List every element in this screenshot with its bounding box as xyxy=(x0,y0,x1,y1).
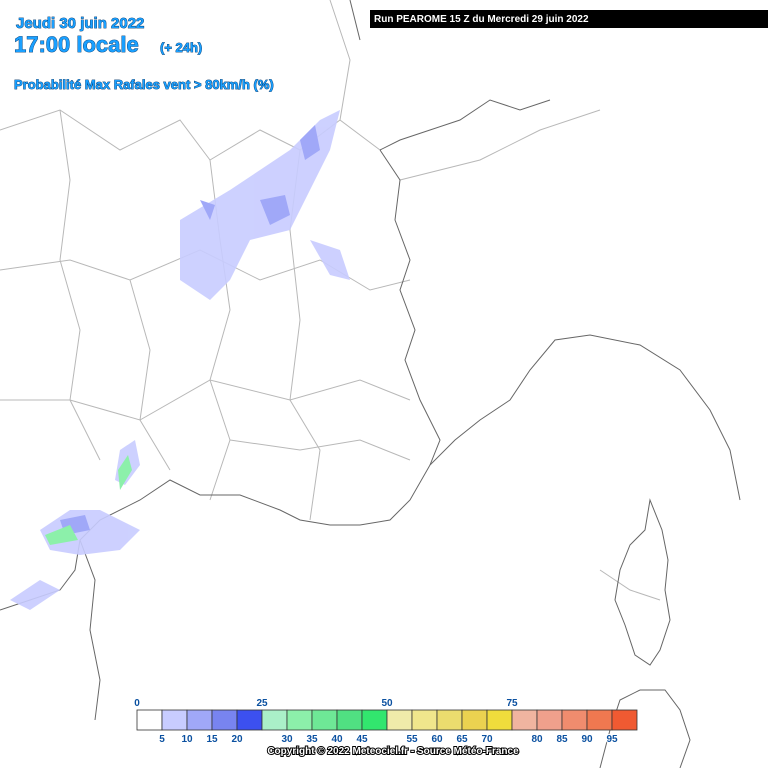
legend-swatch xyxy=(361,709,388,731)
legend-label: 50 xyxy=(381,698,393,709)
legend-label: 85 xyxy=(556,734,568,745)
legend-swatch xyxy=(611,709,638,731)
legend-label: 55 xyxy=(406,734,418,745)
legend-swatch xyxy=(186,709,213,731)
run-info: Run PEAROME 15 Z du Mercredi 29 juin 202… xyxy=(374,14,589,25)
lead-time: (+ 24h) xyxy=(160,40,202,55)
legend-swatch xyxy=(336,709,363,731)
date: Jeudi 30 juin 2022 xyxy=(16,15,144,32)
probability-green xyxy=(45,455,132,545)
legend-swatch xyxy=(436,709,463,731)
legend-label: 65 xyxy=(456,734,468,745)
legend-swatch xyxy=(136,709,163,731)
legend-swatch xyxy=(286,709,313,731)
probability-cores xyxy=(60,125,320,535)
legend-label: 60 xyxy=(431,734,443,745)
legend-label: 25 xyxy=(256,698,268,709)
legend-label: 10 xyxy=(181,734,193,745)
copyright: Copyright © 2022 Meteociel.fr - Source M… xyxy=(267,746,519,757)
legend-label: 95 xyxy=(606,734,618,745)
legend-swatch xyxy=(536,709,563,731)
legend-label: 80 xyxy=(531,734,543,745)
legend-label: 30 xyxy=(281,734,293,745)
legend-swatch xyxy=(561,709,588,731)
legend-swatch xyxy=(586,709,613,731)
legend-label: 40 xyxy=(331,734,343,745)
legend-swatch xyxy=(411,709,438,731)
legend-label: 35 xyxy=(306,734,318,745)
legend: 0 5 10 15 20 25 30 35 40 45 50 55 60 65 70 75 80 85 90 95 xyxy=(133,697,638,746)
legend-swatch xyxy=(161,709,188,731)
legend-label: 15 xyxy=(206,734,218,745)
legend-swatch xyxy=(386,709,413,731)
legend-label: 45 xyxy=(356,734,368,745)
run-banner xyxy=(370,10,768,28)
legend-swatch xyxy=(211,709,238,731)
legend-swatch xyxy=(461,709,488,731)
legend-swatch xyxy=(486,709,513,731)
legend-swatch xyxy=(511,709,538,731)
legend-label: 0 xyxy=(134,698,140,709)
legend-label: 20 xyxy=(231,734,243,745)
legend-swatch xyxy=(236,709,263,731)
legend-label: 90 xyxy=(581,734,593,745)
legend-label: 70 xyxy=(481,734,493,745)
time: 17:00 locale xyxy=(14,32,139,57)
legend-swatch xyxy=(311,709,338,731)
legend-label: 75 xyxy=(506,698,518,709)
legend-swatch xyxy=(261,709,288,731)
parameter: Probabilité Max Rafales vent > 80km/h (%… xyxy=(14,77,274,92)
legend-label: 5 xyxy=(159,734,165,745)
